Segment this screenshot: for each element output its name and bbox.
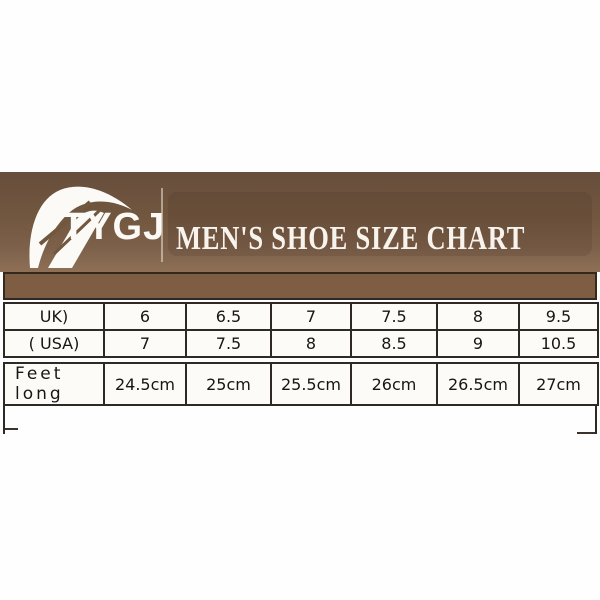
cell-usa-2: 7.5	[185, 329, 272, 358]
row-separator-gap	[3, 358, 597, 360]
cell-uk-1: 6	[103, 302, 187, 331]
cell-feet-6: 27cm	[518, 362, 599, 406]
table-cropped-bottom-row	[3, 406, 597, 434]
cell-uk-3: 7	[270, 302, 352, 331]
cell-feet-1: 24.5cm	[103, 362, 187, 406]
cell-feet-4: 26cm	[350, 362, 438, 406]
logo-text: TYGJ	[62, 206, 166, 248]
cell-usa-6: 10.5	[518, 329, 599, 358]
cell-uk-5: 8	[436, 302, 520, 331]
cell-uk-4: 7.5	[350, 302, 438, 331]
cell-uk-6: 9.5	[518, 302, 599, 331]
size-table: UK) 6 6.5 7 7.5 8 9.5 ( USA) 7 7.5 8 8.5…	[3, 272, 599, 434]
page-title: MEN'S SHOE SIZE CHART	[176, 220, 526, 257]
size-table-upper: UK) 6 6.5 7 7.5 8 9.5 ( USA) 7 7.5 8 8.5…	[3, 302, 599, 358]
cell-usa-3: 8	[270, 329, 352, 358]
row-label-uk: UK)	[3, 302, 105, 331]
cell-uk-2: 6.5	[185, 302, 272, 331]
table-row-uk: UK) 6 6.5 7 7.5 8 9.5	[3, 302, 599, 331]
table-row-usa: ( USA) 7 7.5 8 8.5 9 10.5	[3, 329, 599, 358]
table-accent-row	[3, 272, 597, 300]
header-divider	[161, 188, 163, 262]
cell-usa-4: 8.5	[350, 329, 438, 358]
cell-usa-1: 7	[103, 329, 187, 358]
cell-usa-5: 9	[436, 329, 520, 358]
row-label-usa: ( USA)	[3, 329, 105, 358]
cell-feet-5: 26.5cm	[436, 362, 520, 406]
header-band: TYGJ MEN'S SHOE SIZE CHART	[0, 172, 600, 272]
cell-feet-3: 25.5cm	[270, 362, 352, 406]
title-background-panel	[168, 192, 592, 256]
table-row-feet: Feet long 24.5cm 25cm 25.5cm 26cm 26.5cm…	[3, 362, 599, 406]
size-table-feet: Feet long 24.5cm 25cm 25.5cm 26cm 26.5cm…	[3, 362, 599, 406]
cell-feet-2: 25cm	[185, 362, 272, 406]
row-label-feet: Feet long	[3, 362, 105, 406]
tygj-swoosh-logo-icon	[29, 186, 133, 268]
